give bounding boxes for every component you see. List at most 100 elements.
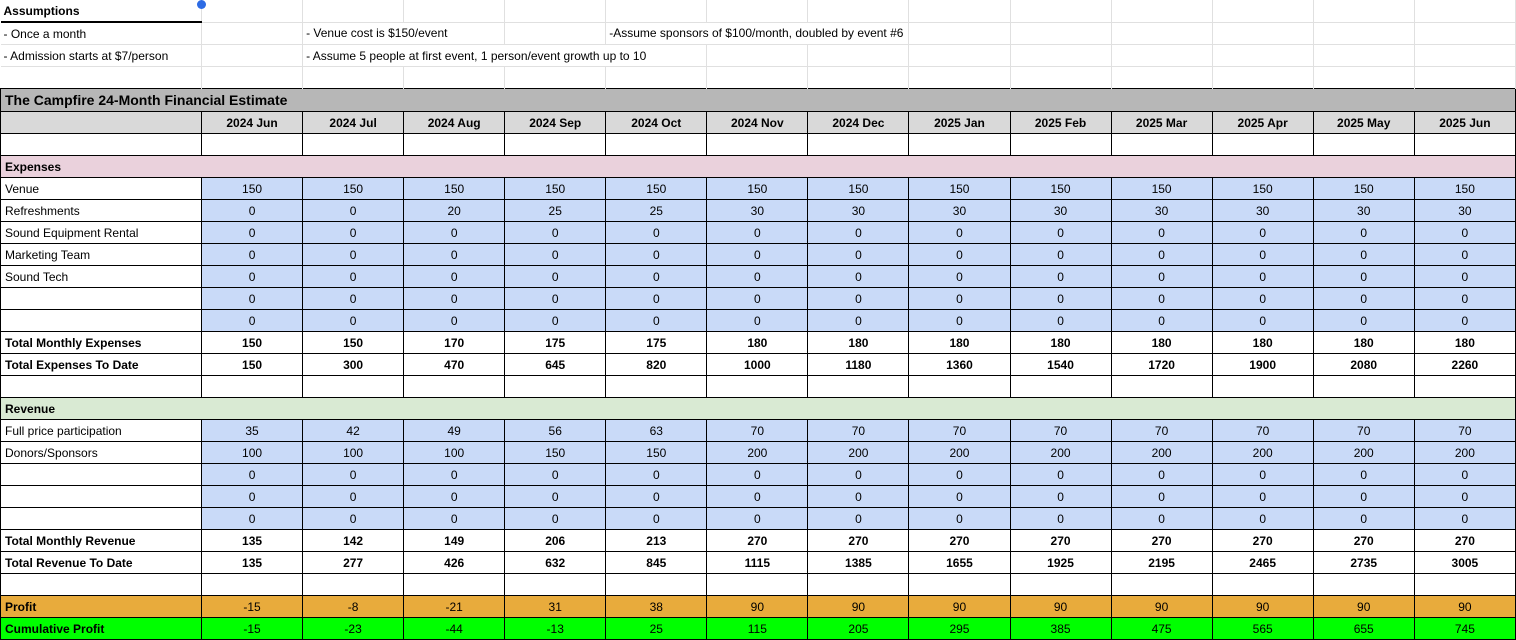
- empty-cell[interactable]: [1413, 573, 1516, 596]
- value-cell[interactable]: 200: [807, 441, 910, 464]
- value-cell[interactable]: 0: [504, 221, 607, 244]
- value-cell[interactable]: 0: [1312, 507, 1415, 530]
- value-cell[interactable]: 0: [908, 243, 1011, 266]
- value-cell[interactable]: 0: [1009, 485, 1112, 508]
- month-header-cell[interactable]: 2024 Jun: [200, 111, 304, 134]
- value-cell[interactable]: 150: [1312, 177, 1415, 200]
- value-cell[interactable]: 1900: [1211, 353, 1314, 376]
- value-cell[interactable]: 200: [1312, 441, 1415, 464]
- value-cell[interactable]: 70: [1110, 419, 1213, 442]
- empty-cell[interactable]: [1211, 133, 1314, 156]
- value-cell[interactable]: 295: [908, 617, 1011, 640]
- empty-cell[interactable]: [1414, 22, 1516, 45]
- empty-cell[interactable]: [807, 573, 910, 596]
- value-cell[interactable]: 0: [504, 485, 607, 508]
- value-cell[interactable]: 31: [504, 595, 607, 618]
- empty-cell[interactable]: [1312, 375, 1415, 398]
- value-cell[interactable]: 645: [504, 353, 607, 376]
- empty-cell[interactable]: [605, 0, 708, 23]
- empty-cell[interactable]: [1010, 22, 1112, 45]
- value-cell[interactable]: 30: [1009, 199, 1112, 222]
- empty-cell[interactable]: [200, 375, 304, 398]
- value-cell[interactable]: 0: [302, 221, 405, 244]
- row-label-cell[interactable]: Donors/Sponsors: [0, 441, 202, 464]
- value-cell[interactable]: 70: [1211, 419, 1314, 442]
- empty-cell[interactable]: [1009, 133, 1112, 156]
- month-header-cell[interactable]: 2024 Sep: [504, 111, 607, 134]
- value-cell[interactable]: 200: [908, 441, 1011, 464]
- empty-cell[interactable]: [605, 573, 708, 596]
- empty-cell[interactable]: [908, 66, 1011, 89]
- month-header-cell[interactable]: 2024 Jul: [302, 111, 405, 134]
- row-label-cell[interactable]: Sound Tech: [0, 265, 202, 288]
- value-cell[interactable]: 2465: [1211, 551, 1314, 574]
- value-cell[interactable]: 0: [1211, 221, 1314, 244]
- assumption-venue-cost-cell[interactable]: - Venue cost is $150/event: [302, 22, 506, 45]
- value-cell[interactable]: 142: [302, 529, 405, 552]
- value-cell[interactable]: 0: [1009, 507, 1112, 530]
- month-header-cell[interactable]: 2025 Apr: [1211, 111, 1314, 134]
- value-cell[interactable]: 150: [1110, 177, 1213, 200]
- empty-cell[interactable]: [0, 573, 202, 596]
- value-cell[interactable]: 100: [302, 441, 405, 464]
- value-cell[interactable]: 0: [200, 485, 304, 508]
- empty-cell[interactable]: [1414, 44, 1516, 67]
- value-cell[interactable]: 200: [706, 441, 809, 464]
- value-cell[interactable]: 0: [807, 221, 910, 244]
- value-cell[interactable]: 150: [302, 331, 405, 354]
- empty-cell[interactable]: [1414, 66, 1516, 89]
- value-cell[interactable]: 0: [908, 287, 1011, 310]
- value-cell[interactable]: 135: [200, 551, 304, 574]
- empty-cell[interactable]: [908, 375, 1011, 398]
- value-cell[interactable]: 0: [807, 463, 910, 486]
- value-cell[interactable]: 300: [302, 353, 405, 376]
- value-cell[interactable]: 90: [1009, 595, 1112, 618]
- empty-cell[interactable]: [302, 0, 405, 23]
- empty-cell[interactable]: [504, 66, 607, 89]
- value-cell[interactable]: 0: [200, 463, 304, 486]
- value-cell[interactable]: 1655: [908, 551, 1011, 574]
- value-cell[interactable]: 200: [1110, 441, 1213, 464]
- value-cell[interactable]: 70: [908, 419, 1011, 442]
- value-cell[interactable]: 175: [605, 331, 708, 354]
- row-label-cell[interactable]: Total Monthly Revenue: [0, 529, 202, 552]
- value-cell[interactable]: 270: [1211, 529, 1314, 552]
- value-cell[interactable]: 180: [807, 331, 910, 354]
- value-cell[interactable]: 0: [200, 221, 304, 244]
- value-cell[interactable]: 70: [1312, 419, 1415, 442]
- value-cell[interactable]: 0: [200, 507, 304, 530]
- section-header-cell[interactable]: Revenue: [0, 397, 1516, 420]
- value-cell[interactable]: 0: [1110, 287, 1213, 310]
- value-cell[interactable]: 0: [605, 265, 708, 288]
- empty-cell[interactable]: [201, 0, 304, 23]
- value-cell[interactable]: 0: [1312, 243, 1415, 266]
- value-cell[interactable]: 0: [1009, 463, 1112, 486]
- value-cell[interactable]: 0: [807, 243, 910, 266]
- value-cell[interactable]: 0: [706, 243, 809, 266]
- empty-cell[interactable]: [504, 375, 607, 398]
- value-cell[interactable]: 0: [504, 507, 607, 530]
- value-cell[interactable]: 0: [403, 265, 506, 288]
- value-cell[interactable]: -44: [403, 617, 506, 640]
- month-header-cell[interactable]: 2025 Jun: [1413, 111, 1516, 134]
- value-cell[interactable]: 0: [1413, 463, 1516, 486]
- value-cell[interactable]: 0: [908, 463, 1011, 486]
- value-cell[interactable]: 30: [1413, 199, 1516, 222]
- value-cell[interactable]: 820: [605, 353, 708, 376]
- value-cell[interactable]: 0: [302, 485, 405, 508]
- value-cell[interactable]: 0: [403, 243, 506, 266]
- value-cell[interactable]: 90: [1312, 595, 1415, 618]
- month-header-cell[interactable]: 2024 Dec: [807, 111, 910, 134]
- value-cell[interactable]: 150: [807, 177, 910, 200]
- value-cell[interactable]: 0: [1413, 265, 1516, 288]
- value-cell[interactable]: 0: [605, 507, 708, 530]
- empty-cell[interactable]: [403, 66, 506, 89]
- value-cell[interactable]: 0: [706, 507, 809, 530]
- empty-cell[interactable]: [403, 133, 506, 156]
- value-cell[interactable]: 0: [1110, 463, 1213, 486]
- value-cell[interactable]: 0: [706, 221, 809, 244]
- value-cell[interactable]: 0: [302, 287, 405, 310]
- value-cell[interactable]: 150: [504, 177, 607, 200]
- value-cell[interactable]: 150: [302, 177, 405, 200]
- value-cell[interactable]: 0: [1110, 265, 1213, 288]
